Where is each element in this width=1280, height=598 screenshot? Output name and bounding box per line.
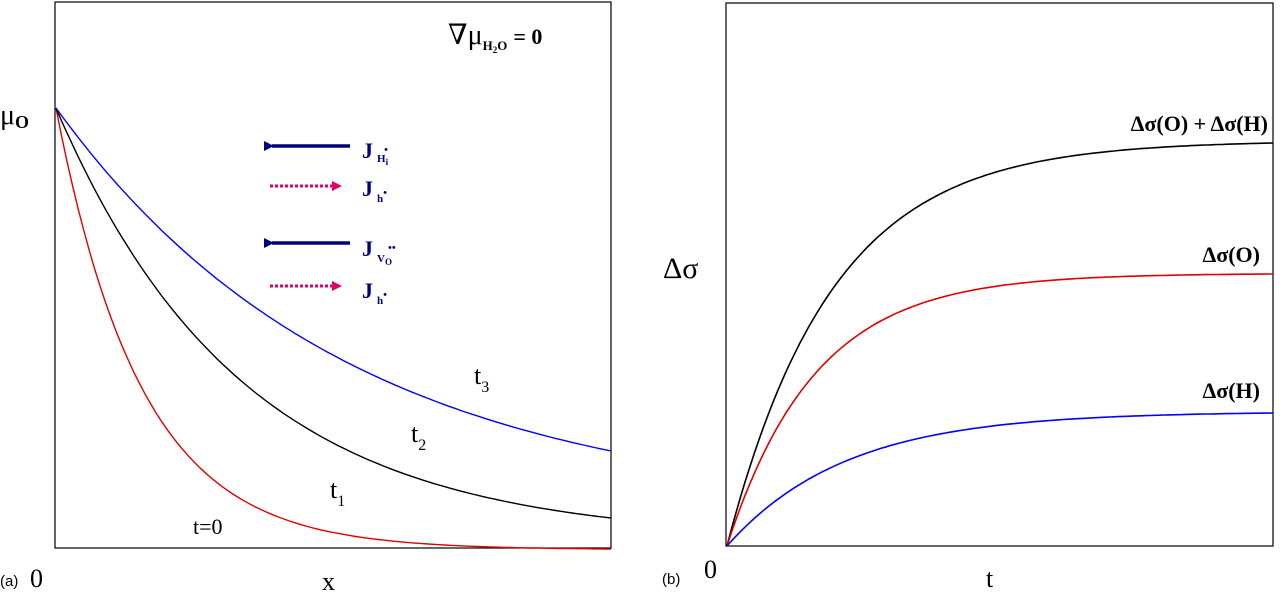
panel-b-label: (b) [662,571,680,588]
curve-label-t0: t=0 [193,514,223,539]
y-axis-label-mu: μO [0,100,29,132]
panel-b-x-label: t [986,564,994,593]
curve-label-t1: t1 [330,475,345,510]
panel-a-frame [54,1,612,549]
panel-b: Δσ Δσ(O) + Δσ(H) Δσ(O) Δσ(H) (b) 0 t [662,2,1274,593]
curve-t0 [55,107,611,550]
y-axis-label-dsigma: Δσ [663,252,698,285]
curve-label-hydrogen: Δσ(H) [1202,378,1260,403]
curve-label-t2: t2 [411,419,426,454]
panel-b-origin: 0 [704,555,717,584]
panel-a-origin: 0 [30,564,43,593]
curve-label-total: Δσ(O) + Δσ(H) [1131,111,1268,136]
flux-label-vo: J VO•• [362,236,396,267]
curve-label-t3: t3 [474,361,489,396]
curve-oxygen [726,273,1273,547]
panel-a-label: (a) [0,573,18,590]
curve-hydrogen [726,412,1274,547]
curve-t3 [55,107,612,452]
curve-total [726,142,1274,547]
panel-a-x-label: x [322,567,335,596]
condition-label: ∇μH2O = 0 [448,20,542,55]
curve-label-oxygen: Δσ(O) [1202,242,1260,267]
curve-t2 [55,107,612,519]
flux-label-hi: J Hi• [362,138,389,167]
